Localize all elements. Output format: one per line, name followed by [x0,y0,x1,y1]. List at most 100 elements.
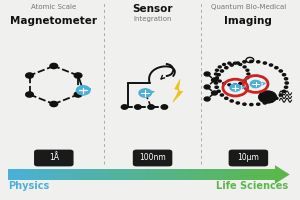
Circle shape [284,78,288,80]
Circle shape [161,105,168,109]
Circle shape [26,73,33,78]
Polygon shape [167,169,168,180]
Polygon shape [236,169,238,180]
Circle shape [239,83,242,85]
Polygon shape [214,169,215,180]
Polygon shape [91,169,92,180]
Polygon shape [88,169,89,180]
Polygon shape [183,169,184,180]
Polygon shape [17,169,19,180]
Polygon shape [223,169,224,180]
Polygon shape [140,169,142,180]
Polygon shape [50,169,51,180]
Polygon shape [98,169,99,180]
Polygon shape [216,169,217,180]
Polygon shape [198,169,199,180]
Polygon shape [204,169,206,180]
Polygon shape [239,169,240,180]
Polygon shape [21,169,23,180]
Polygon shape [61,169,63,180]
Polygon shape [244,169,246,180]
Polygon shape [147,169,148,180]
Polygon shape [29,169,31,180]
Polygon shape [164,169,166,180]
Polygon shape [119,169,120,180]
Polygon shape [175,169,176,180]
Polygon shape [83,169,84,180]
Polygon shape [173,79,183,102]
Polygon shape [267,169,268,180]
Circle shape [215,69,218,71]
Circle shape [285,82,288,84]
Polygon shape [101,169,103,180]
Polygon shape [208,169,210,180]
Polygon shape [231,169,232,180]
Polygon shape [70,169,71,180]
Circle shape [236,102,239,104]
Circle shape [217,74,220,76]
Polygon shape [130,169,131,180]
Polygon shape [68,169,70,180]
Polygon shape [272,169,274,180]
Text: Magnetometer: Magnetometer [10,16,97,26]
Polygon shape [60,169,61,180]
Polygon shape [32,169,33,180]
Polygon shape [195,169,196,180]
Polygon shape [247,169,248,180]
Polygon shape [203,169,204,180]
Polygon shape [271,169,272,180]
Polygon shape [232,169,234,180]
Circle shape [220,70,224,72]
Polygon shape [210,169,211,180]
Polygon shape [15,169,16,180]
Circle shape [246,77,249,79]
Polygon shape [188,169,190,180]
Polygon shape [58,169,59,180]
Polygon shape [263,169,264,180]
Circle shape [233,62,236,64]
Polygon shape [196,169,198,180]
Polygon shape [220,169,222,180]
Circle shape [215,86,218,88]
Circle shape [243,80,246,82]
Polygon shape [99,169,100,180]
Polygon shape [254,169,255,180]
Polygon shape [194,169,195,180]
Circle shape [243,61,246,63]
Polygon shape [36,169,38,180]
Polygon shape [178,169,179,180]
Polygon shape [169,169,171,180]
Polygon shape [262,169,263,180]
Circle shape [263,102,266,104]
Polygon shape [127,169,128,180]
Polygon shape [85,169,87,180]
Polygon shape [82,169,83,180]
Polygon shape [270,169,271,180]
Polygon shape [227,169,228,180]
Polygon shape [200,169,202,180]
Circle shape [225,67,228,69]
Polygon shape [92,169,94,180]
Polygon shape [218,169,219,180]
Circle shape [250,80,261,88]
Circle shape [135,105,141,109]
Circle shape [236,62,239,64]
Circle shape [247,73,250,75]
Polygon shape [240,169,242,180]
Circle shape [246,69,249,71]
Polygon shape [8,169,9,180]
Polygon shape [173,169,175,180]
Polygon shape [100,169,101,180]
Circle shape [230,64,233,66]
Circle shape [250,60,253,62]
Circle shape [269,100,273,102]
Polygon shape [87,169,88,180]
Circle shape [228,84,231,86]
Polygon shape [80,169,82,180]
Circle shape [275,67,278,69]
Circle shape [121,105,128,109]
Polygon shape [128,169,130,180]
Polygon shape [106,169,107,180]
Polygon shape [26,169,27,180]
Circle shape [76,86,90,95]
